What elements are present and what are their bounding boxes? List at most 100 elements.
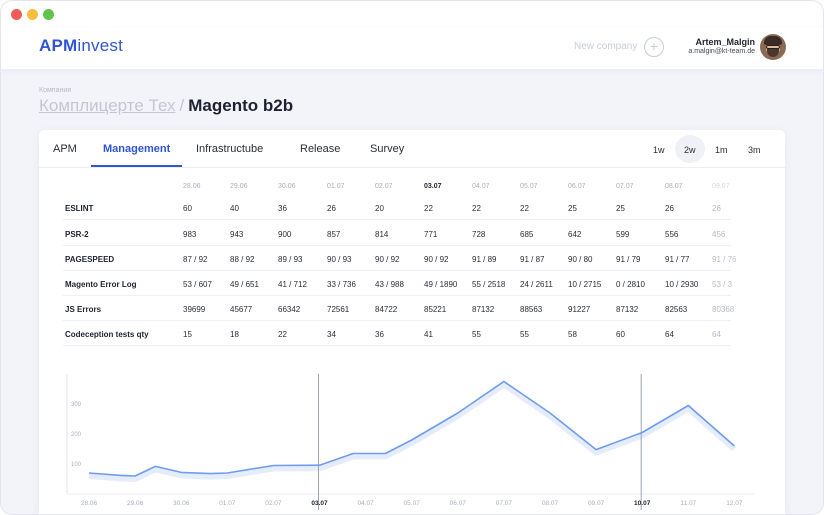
x-tick-label: 29.06 [127, 500, 144, 507]
metrics-card: APM Management Infrastructube Release Su… [39, 130, 785, 514]
x-tick-label: 07.07 [496, 500, 513, 507]
table-cell: 58 [568, 330, 577, 339]
y-tick-label: 300 [71, 402, 82, 408]
table-cell: 983 [183, 230, 197, 239]
table-date-header: 03.07 [424, 183, 442, 190]
metrics-line-chart: 100 200 300 28.06 29.06 30.06 01.07 02.07 03.07 0… [66, 374, 755, 510]
table-row-divider [63, 219, 731, 220]
table-row-divider [63, 245, 731, 246]
tab-bar: APM Management Infrastructube Release Su… [39, 130, 785, 168]
table-cell: 53 / 607 [183, 280, 212, 289]
table-cell: 36 [278, 204, 287, 213]
avatar[interactable] [760, 34, 786, 60]
logo-secondary: invest [77, 36, 123, 55]
table-cell: 41 [424, 330, 433, 339]
table-cell: 22 [278, 330, 287, 339]
close-window-button[interactable] [11, 9, 22, 20]
minimize-window-button[interactable] [27, 9, 38, 20]
period-1m-button[interactable]: 1m [715, 145, 728, 155]
plus-icon[interactable]: + [644, 37, 664, 57]
top-header: APMinvest New company + Artem_Malgin a.m… [1, 27, 823, 69]
table-cell: 40 [230, 204, 239, 213]
app-logo[interactable]: APMinvest [39, 36, 123, 56]
period-1w-button[interactable]: 1w [653, 145, 665, 155]
table-cell: 60 [183, 204, 192, 213]
table-cell: 456 [712, 230, 726, 239]
tab-release[interactable]: Release [300, 143, 341, 155]
table-metric-label: PSR-2 [65, 230, 89, 239]
table-date-header: 01.07 [327, 183, 345, 190]
table-cell: 55 / 2518 [472, 280, 506, 289]
table-date-header: 30.06 [278, 183, 296, 190]
x-tick-label: 06.07 [450, 500, 467, 507]
table-cell: 55 [472, 330, 481, 339]
table-date-header: 28.06 [183, 183, 201, 190]
table-cell: 556 [665, 230, 679, 239]
table-cell: 90 / 92 [375, 255, 400, 264]
table-row-divider [63, 345, 731, 346]
table-cell: 20 [375, 204, 384, 213]
tab-survey[interactable]: Survey [370, 143, 405, 155]
table-row-divider [63, 295, 731, 296]
breadcrumb-separator: / [179, 96, 185, 115]
table-date-header: 29.06 [230, 183, 248, 190]
table-cell: 90 / 92 [424, 255, 449, 264]
x-tick-label: 08.07 [542, 500, 559, 507]
x-tick-label: 03.07 [311, 500, 328, 507]
table-cell: 22 [472, 204, 481, 213]
table-date-header: 04.07 [472, 183, 490, 190]
table-cell: 642 [568, 230, 582, 239]
x-tick-label: 05.07 [404, 500, 421, 507]
table-cell: 10 / 2930 [665, 280, 699, 289]
user-name: Artem_Malgin [695, 37, 755, 47]
table-metric-label: Magento Error Log [65, 280, 137, 289]
table-cell: 90 / 80 [568, 255, 593, 264]
breadcrumb-parent-link[interactable]: Комплицерте Тех [39, 96, 176, 115]
table-cell: 771 [424, 230, 438, 239]
tab-management[interactable]: Management [103, 143, 171, 155]
x-tick-label: 28.06 [81, 500, 98, 507]
table-cell: 26 [327, 204, 336, 213]
y-tick-label: 100 [71, 462, 82, 468]
table-cell: 55 [520, 330, 529, 339]
table-cell: 41 / 712 [278, 280, 307, 289]
x-tick-label: 01.07 [219, 500, 236, 507]
avatar-beard [767, 49, 779, 57]
table-cell: 88563 [520, 305, 543, 314]
new-company-link[interactable]: New company [574, 41, 638, 52]
x-tick-label: 09.07 [588, 500, 605, 507]
table-cell: 84722 [375, 305, 398, 314]
table-cell: 72561 [327, 305, 350, 314]
table-cell: 857 [327, 230, 341, 239]
table-cell: 43 / 988 [375, 280, 404, 289]
table-cell: 91 / 77 [665, 255, 690, 264]
table-cell: 45677 [230, 305, 253, 314]
period-2w-button[interactable]: 2w [684, 145, 696, 155]
table-cell: 88 / 92 [230, 255, 255, 264]
table-date-header: 08.07 [665, 183, 683, 190]
maximize-window-button[interactable] [43, 9, 54, 20]
period-3m-button[interactable]: 3m [748, 145, 761, 155]
table-date-header: 05.07 [520, 183, 538, 190]
table-cell: 91 / 87 [520, 255, 545, 264]
tab-apm[interactable]: APM [53, 143, 77, 155]
tab-infrastructube[interactable]: Infrastructube [196, 143, 264, 155]
table-cell: 22 [520, 204, 529, 213]
x-tick-label: 10.07 [634, 500, 651, 507]
page-title: Magento b2b [188, 96, 294, 115]
table-cell: 728 [472, 230, 486, 239]
table-cell: 87132 [472, 305, 495, 314]
table-date-header: 02.07 [375, 183, 393, 190]
table-cell: 26 [712, 204, 721, 213]
logo-primary: APM [39, 36, 78, 55]
series-line [88, 380, 735, 477]
table-cell: 900 [278, 230, 292, 239]
table-cell: 36 [375, 330, 384, 339]
breadcrumb: Комплицерте Тех / Magento b2b [39, 96, 293, 116]
table-cell: 24 / 2611 [520, 280, 553, 289]
table-cell: 34 [327, 330, 336, 339]
table-cell: 64 [665, 330, 674, 339]
table-cell: 22 [424, 204, 433, 213]
table-metric-label: ESLINT [65, 204, 94, 213]
